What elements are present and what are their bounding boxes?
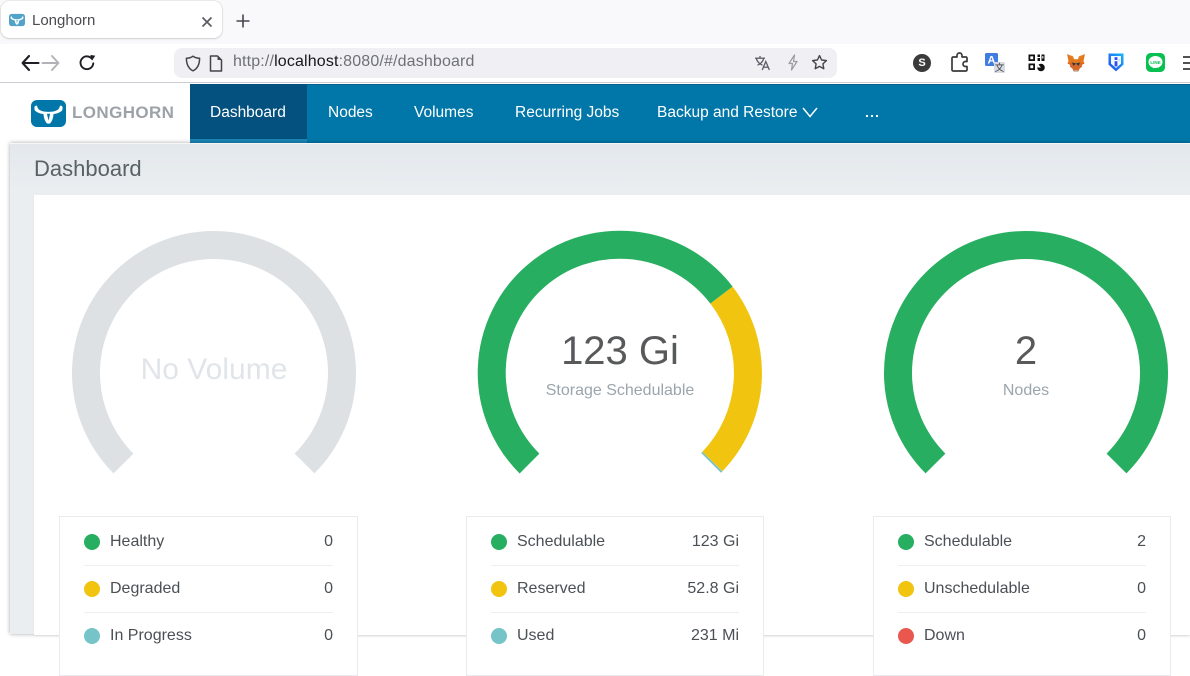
svg-text:LINE: LINE bbox=[1150, 60, 1160, 65]
svg-text:文: 文 bbox=[995, 62, 1005, 73]
svg-text:A: A bbox=[988, 55, 996, 67]
